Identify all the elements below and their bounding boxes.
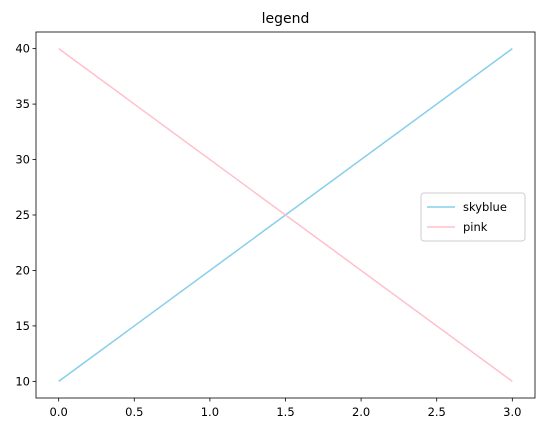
x-tick-label: 1.5 <box>276 405 294 419</box>
chart-title: legend <box>262 11 310 27</box>
legend-label-pink: pink <box>463 220 488 234</box>
y-tick-label: 10 <box>15 374 30 388</box>
x-tick-label: 2.5 <box>428 405 446 419</box>
y-tick-label: 25 <box>15 208 30 222</box>
x-axis: 0.0 0.5 1.0 1.5 2.0 2.5 3.0 <box>50 398 521 419</box>
y-tick-label: 35 <box>15 97 30 111</box>
series-layer <box>58 48 513 382</box>
legend-label-skyblue: skyblue <box>463 200 507 214</box>
x-tick-label: 2.0 <box>352 405 370 419</box>
y-tick-label: 20 <box>15 263 30 277</box>
x-tick-label: 0.5 <box>125 405 143 419</box>
x-tick-label: 3.0 <box>503 405 521 419</box>
y-tick-label: 30 <box>15 153 30 167</box>
y-tick-label: 40 <box>15 42 30 56</box>
x-tick-label: 0.0 <box>50 405 68 419</box>
x-tick-label: 1.0 <box>201 405 219 419</box>
legend: skyblue pink <box>420 192 526 242</box>
series-line-pink <box>58 48 513 382</box>
y-tick-label: 15 <box>15 319 30 333</box>
y-axis: 10 15 20 25 30 35 40 <box>15 42 36 388</box>
legend-box <box>420 192 526 242</box>
